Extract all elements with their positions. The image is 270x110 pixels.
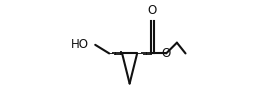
Text: O: O [161, 47, 171, 60]
Text: HO: HO [71, 38, 89, 51]
Text: O: O [148, 4, 157, 17]
